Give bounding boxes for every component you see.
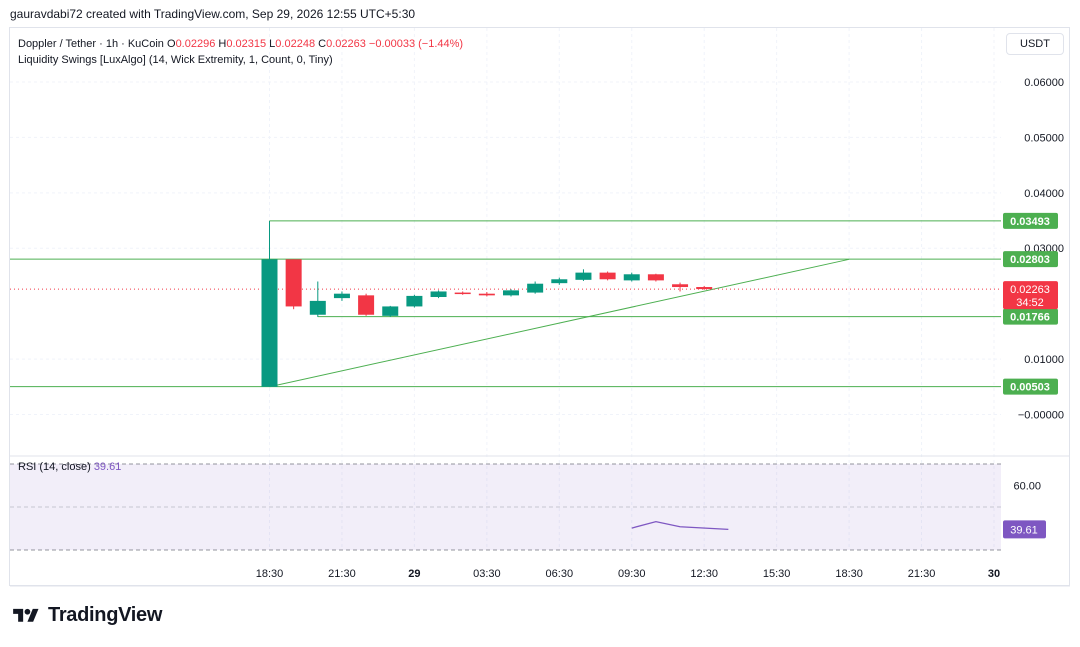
x-tick-label: 21:30 bbox=[908, 568, 936, 580]
candle-body-up[interactable] bbox=[430, 291, 447, 298]
tradingview-wordmark: TradingView bbox=[48, 604, 163, 626]
candle-body-up[interactable] bbox=[309, 300, 326, 315]
indicator-legend[interactable]: Liquidity Swings [LuxAlgo] (14, Wick Ext… bbox=[18, 54, 333, 66]
swing-level-badge bbox=[1003, 378, 1058, 395]
low-label: L bbox=[269, 38, 276, 50]
open-label: O bbox=[167, 38, 176, 50]
rsi-tick-label: 60.00 bbox=[1013, 481, 1041, 493]
x-tick-label: 30 bbox=[988, 568, 1000, 580]
rsi-band bbox=[10, 464, 1001, 550]
last-price-label: 0.02263 bbox=[1010, 284, 1050, 296]
chart-credit: gauravdabi72 created with TradingView.co… bbox=[10, 7, 416, 21]
ohlc-line: Doppler / Tether · 1h · KuCoin O0.02296 … bbox=[18, 36, 463, 52]
rsi-last-value-badge bbox=[1003, 520, 1046, 539]
rsi-last-value-label: 39.61 bbox=[1010, 524, 1038, 536]
y-tick-label: −0.00000 bbox=[1018, 410, 1064, 422]
change-value: −0.00033 (−1.44%) bbox=[368, 38, 464, 50]
candle-body-up[interactable] bbox=[406, 295, 423, 307]
candle-body-down[interactable] bbox=[285, 259, 302, 307]
x-tick-label: 12:30 bbox=[690, 568, 718, 580]
y-tick-label: 0.04000 bbox=[1024, 188, 1064, 200]
close-value: 0.02263 bbox=[326, 38, 366, 50]
y-tick-label: 0.05000 bbox=[1024, 132, 1064, 144]
tradingview-logo[interactable]: TradingView bbox=[10, 604, 162, 627]
candle-body-up[interactable] bbox=[333, 293, 350, 299]
swing-level-badge bbox=[1003, 308, 1058, 325]
candle-body-down[interactable] bbox=[672, 284, 689, 288]
candle-body-up[interactable] bbox=[575, 272, 592, 280]
candle-body-up[interactable] bbox=[623, 274, 640, 281]
trend-line bbox=[269, 258, 850, 388]
tradingview-logo-icon bbox=[13, 608, 39, 622]
rsi-legend[interactable]: RSI (14, close) 39.61 bbox=[18, 461, 121, 473]
rsi-label: RSI (14, close) bbox=[18, 461, 91, 473]
close-label: C bbox=[318, 38, 327, 50]
y-tick-label: 0.06000 bbox=[1024, 77, 1064, 89]
candle-body-down[interactable] bbox=[696, 287, 713, 290]
swing-level-label: 0.03493 bbox=[1010, 216, 1050, 228]
low-value: 0.02248 bbox=[275, 38, 316, 50]
high-label: H bbox=[218, 38, 227, 50]
chart-legend: Doppler / Tether · 1h · KuCoin O0.02296 … bbox=[18, 36, 463, 68]
candle-body-up[interactable] bbox=[503, 290, 519, 296]
swing-level-label: 0.02803 bbox=[1010, 254, 1050, 266]
swing-level-badge bbox=[1003, 251, 1058, 268]
swing-level-label: 0.01766 bbox=[1010, 312, 1050, 324]
swing-level-label: 0.00503 bbox=[1010, 382, 1050, 394]
high-value: 0.02315 bbox=[226, 38, 267, 50]
x-tick-label: 09:30 bbox=[618, 568, 646, 580]
x-tick-label: 06:30 bbox=[546, 568, 574, 580]
last-price-badge bbox=[1003, 281, 1058, 310]
x-tick-label: 03:30 bbox=[473, 568, 501, 580]
candle-body-up[interactable] bbox=[527, 283, 544, 293]
x-tick-label: 21:30 bbox=[328, 568, 356, 580]
bar-countdown-label: 34:52 bbox=[1016, 297, 1044, 309]
x-tick-label: 29 bbox=[408, 568, 420, 580]
candle-body-down[interactable] bbox=[599, 272, 616, 280]
x-tick-label: 18:30 bbox=[256, 568, 284, 580]
candle-body-down[interactable] bbox=[478, 293, 495, 296]
swing-level-badge bbox=[1003, 212, 1058, 229]
rsi-line bbox=[631, 520, 729, 531]
x-tick-label: 18:30 bbox=[835, 568, 863, 580]
candle-body-up[interactable] bbox=[551, 279, 568, 284]
symbol-title[interactable]: Doppler / Tether · 1h · KuCoin bbox=[18, 38, 164, 50]
y-tick-label: 0.01000 bbox=[1024, 354, 1064, 366]
x-tick-label: 15:30 bbox=[763, 568, 791, 580]
candle-body-down[interactable] bbox=[454, 292, 471, 295]
candle-body-up[interactable] bbox=[261, 259, 278, 387]
open-value: 0.02296 bbox=[175, 38, 216, 50]
candle-body-up[interactable] bbox=[382, 306, 399, 316]
currency-button[interactable]: USDT bbox=[1006, 33, 1064, 55]
rsi-legend-value: 39.61 bbox=[93, 461, 122, 473]
candle-body-down[interactable] bbox=[647, 274, 664, 281]
candle-body-down[interactable] bbox=[358, 295, 375, 315]
